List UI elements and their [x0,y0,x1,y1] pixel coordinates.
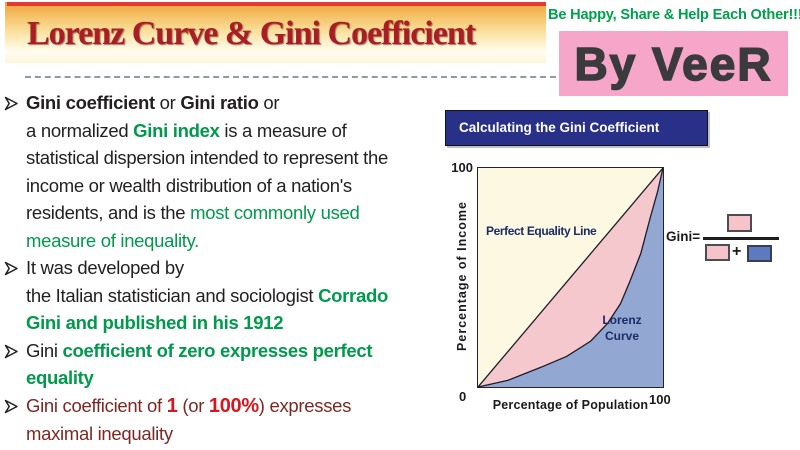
tagline: Be Happy, Share & Help Each Other!!! [548,7,800,23]
lorenz-curve-label: Lorenz Curve [586,312,658,344]
equality-line-label: Perfect Equality Line [486,224,597,238]
bullet-text: It was developed by the Italian statisti… [26,257,388,333]
x-axis-max-tick: 100 [649,392,671,407]
arrow-bullet-icon [4,392,26,419]
bullet-list: Gini coefficient or Gini ratio or a norm… [4,89,464,448]
formula-fraction-line [703,237,779,240]
arrow-bullet-icon [4,89,26,116]
origin-tick: 0 [459,389,467,404]
equality-line [478,168,663,387]
bullet-text: Gini coefficient of 1 (or 100%) expresse… [26,394,352,445]
formula-plus-sign: + [732,243,742,260]
list-item: Gini coefficient or Gini ratio or a norm… [4,89,464,254]
area-under-lorenz [478,168,663,387]
gini-formula-lhs: Gini= [666,229,701,244]
lorenz-line [478,168,663,387]
x-axis-label: Percentage of Population [492,398,649,412]
dashed-separator [25,76,556,78]
y-axis-max-tick: 100 [451,160,473,175]
lorenz-curve-label-line1: Lorenz [602,313,642,327]
arrow-bullet-icon [4,337,26,364]
top-red-strip [7,2,546,6]
list-item: Gini coefficient of 1 (or 100%) expresse… [4,392,464,448]
page-title: Lorenz Curve & Gini Coefficient [27,15,476,52]
byline-badge: By VeeR [559,31,788,96]
formula-denominator-pink-box [705,244,730,261]
y-axis-label: Percentage of Income [455,201,469,351]
list-item: Gini coefficient of zero expresses perfe… [4,337,464,392]
formula-denominator-blue-box [747,245,772,262]
bullet-text: Gini coefficient or Gini ratio or a norm… [26,92,388,251]
lorenz-chart-plot: Perfect Equality Line Lorenz Curve [477,167,664,388]
chart-panel-title: Calculating the Gini Coefficient [445,110,708,146]
lorenz-curve-label-line2: Curve [604,329,639,343]
list-item: It was developed by the Italian statisti… [4,254,464,337]
title-banner: Lorenz Curve & Gini Coefficient [5,2,546,63]
arrow-bullet-icon [4,254,26,281]
formula-numerator-pink-box [727,214,752,232]
lorenz-chart-svg [478,168,663,387]
bullet-text: Gini coefficient of zero expresses perfe… [26,339,373,389]
